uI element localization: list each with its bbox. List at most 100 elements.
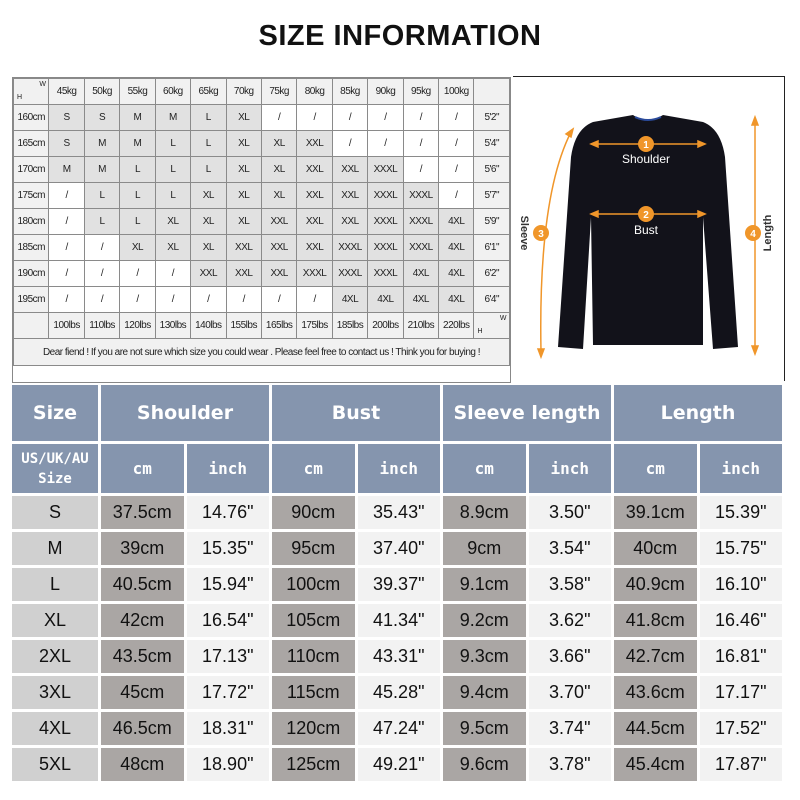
size-recommendation-cell: / bbox=[190, 286, 227, 313]
size-recommendation-cell: L bbox=[119, 208, 156, 235]
guide-row: 165cm S M M L L XL XL XXL / / //5'4" bbox=[12, 130, 510, 157]
size-recommendation-cell: XL bbox=[260, 130, 298, 157]
inch-value: 18.31" bbox=[186, 712, 269, 745]
guide-row: 195cm / / / / / / //4XL 4XL 4XL 4XL 6'4" bbox=[12, 286, 510, 313]
cm-value: 43.6cm bbox=[614, 676, 697, 709]
size-recommendation-cell: 4XL bbox=[438, 234, 475, 261]
size-recommendation-cell: / bbox=[48, 260, 85, 287]
cm-value: 105cm bbox=[272, 604, 355, 637]
size-row: XL 42cm 16.54" 105cm 41.34" 9.2cm 3.62" 41.8cm 1… bbox=[12, 604, 782, 637]
size-recommendation-cell: XXL bbox=[296, 208, 333, 235]
size-recommendation-cell: XXL bbox=[296, 182, 333, 209]
cm-value: 37.5cm bbox=[101, 496, 184, 529]
size-recommendation-cell: XXL bbox=[260, 260, 298, 287]
cm-value: 48cm bbox=[101, 748, 184, 781]
weight-kg-header: 80kg bbox=[296, 78, 333, 105]
size-recommendation-cell: / bbox=[119, 260, 156, 287]
cm-value: 100cm bbox=[272, 568, 355, 601]
marker-1: 1 bbox=[643, 140, 649, 151]
weight-kg-header: 70kg bbox=[225, 78, 262, 105]
size-recommendation-cell: XXL bbox=[296, 234, 333, 261]
size-row: 3XL 45cm 17.72" 115cm 45.28" 9.4cm 3.70" 43.6cm… bbox=[12, 676, 782, 709]
size-recommendation-cell: XXXL bbox=[367, 234, 404, 261]
corner-h: H bbox=[477, 328, 483, 335]
weight-lbs-cell: 140lbs bbox=[190, 312, 227, 339]
size-recommendation-cell: XL bbox=[154, 208, 192, 235]
weight-lbs-cell: 100lbs bbox=[48, 312, 85, 339]
corner-w: W bbox=[39, 81, 46, 88]
size-recommendation-cell: XXXL bbox=[331, 260, 369, 287]
size-recommendation-cell: / bbox=[225, 286, 262, 313]
bust-label: Bust bbox=[634, 223, 659, 237]
unit-cm-header: cm bbox=[443, 444, 526, 493]
height-feet-cell: 5'2" bbox=[473, 104, 510, 131]
inch-value: 3.50" bbox=[528, 496, 611, 529]
weight-lbs-cell: 200lbs bbox=[367, 312, 404, 339]
measurement-group-header: Bust bbox=[272, 385, 440, 441]
weight-lbs-cell: 165lbs bbox=[260, 312, 298, 339]
cm-value: 125cm bbox=[272, 748, 355, 781]
weight-lbs-cell: 110lbs bbox=[83, 312, 121, 339]
cm-value: 39.1cm bbox=[614, 496, 697, 529]
cm-value: 120cm bbox=[272, 712, 355, 745]
size-recommendation-cell: / bbox=[154, 260, 192, 287]
size-recommendation-cell: / bbox=[438, 130, 475, 157]
guide-row: 180cm / L L XL XL XL XXL XXL XXL XXXL XXXL 4XL 5'9" bbox=[12, 208, 510, 235]
weight-lbs-cell: 185lbs bbox=[331, 312, 369, 339]
size-recommendation-cell: XXL bbox=[331, 156, 369, 183]
height-cm-cell: 190cm bbox=[12, 260, 50, 287]
size-recommendation-cell: 4XL bbox=[438, 208, 475, 235]
inch-value: 16.46" bbox=[699, 604, 782, 637]
page-title: SIZE INFORMATION bbox=[258, 20, 542, 52]
size-recommendation-cell: / bbox=[260, 104, 298, 131]
size-recommendation-cell: L bbox=[83, 182, 121, 209]
cm-value: 40.9cm bbox=[614, 568, 697, 601]
size-recommendation-cell: 4XL bbox=[438, 260, 475, 287]
size-recommendation-cell: L bbox=[83, 208, 121, 235]
cm-value: 9.5cm bbox=[443, 712, 526, 745]
unit-cm-header: cm bbox=[101, 444, 184, 493]
inch-value: 49.21" bbox=[357, 748, 440, 781]
cm-value: 42cm bbox=[101, 604, 184, 637]
inch-value: 3.78" bbox=[528, 748, 611, 781]
size-recommendation-cell: XXL bbox=[190, 260, 227, 287]
size-recommendation-cell: / bbox=[48, 286, 85, 313]
inch-value: 15.94" bbox=[186, 568, 269, 601]
inch-value: 16.54" bbox=[186, 604, 269, 637]
size-table-header-row: Size Shoulder Bust Sleeve length Length bbox=[12, 385, 782, 441]
inch-value: 39.37" bbox=[357, 568, 440, 601]
size-recommendation-cell: XXL bbox=[225, 260, 262, 287]
cm-value: 9.2cm bbox=[443, 604, 526, 637]
size-recommendation-cell: M bbox=[119, 130, 156, 157]
size-recommendation-cell: XL bbox=[260, 156, 298, 183]
size-label: 3XL bbox=[12, 676, 98, 709]
guide-lbs-row: 100lbs 110lbs 120lbs 130lbs 140lbs 155lbs 165l… bbox=[12, 312, 510, 339]
unit-inch-header: inch bbox=[528, 444, 611, 493]
size-recommendation-cell: M bbox=[154, 104, 192, 131]
size-recommendation-cell: / bbox=[260, 286, 298, 313]
size-recommendation-cell: 4XL bbox=[331, 286, 369, 313]
inch-value: 15.75" bbox=[699, 532, 782, 565]
sweater-illustration: 1 2 3 4 Shoulder Bust Sleeve Length bbox=[518, 114, 774, 360]
cm-value: 43.5cm bbox=[101, 640, 184, 673]
cm-value: 45.4cm bbox=[614, 748, 697, 781]
size-recommendation-cell: XL bbox=[225, 182, 262, 209]
measurement-group-header: Length bbox=[614, 385, 782, 441]
cm-value: 46.5cm bbox=[101, 712, 184, 745]
garment-measurement-diagram: 1 2 3 4 Shoulder Bust Sleeve Length bbox=[513, 76, 785, 381]
size-recommendation-cell: XXXL bbox=[402, 182, 440, 209]
measurement-markers bbox=[533, 136, 761, 241]
height-feet-cell: 5'6" bbox=[473, 156, 510, 183]
size-recommendation-cell: XL bbox=[190, 182, 227, 209]
height-feet-cell: 5'9" bbox=[473, 208, 510, 235]
sleeve-label: Sleeve bbox=[518, 216, 530, 251]
inch-value: 17.13" bbox=[186, 640, 269, 673]
size-recommendation-cell: / bbox=[331, 130, 369, 157]
size-recommendation-cell: XL bbox=[225, 130, 262, 157]
inch-value: 3.70" bbox=[528, 676, 611, 709]
unit-cm-header: cm bbox=[272, 444, 355, 493]
height-cm-cell: 170cm bbox=[12, 156, 50, 183]
size-recommendation-cell: 4XL bbox=[367, 286, 404, 313]
size-label: L bbox=[12, 568, 98, 601]
size-recommendation-cell: / bbox=[367, 104, 404, 131]
